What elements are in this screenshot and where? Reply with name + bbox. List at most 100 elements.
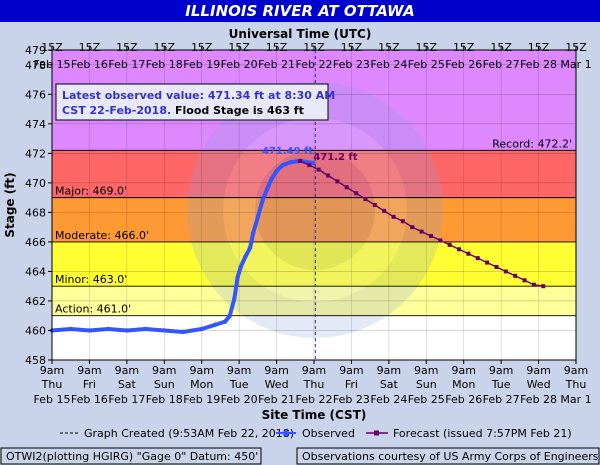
top-tick-time-10: 15Z (416, 41, 438, 54)
top-tick-time-13: 15Z (528, 41, 550, 54)
top-tick-time-1: 15Z (79, 41, 101, 54)
top-tick-time-7: 15Z (303, 41, 325, 54)
observed-point-26 (311, 160, 316, 166)
top-tick-date-13: Feb 28 (520, 58, 557, 71)
top-tick-time-12: 15Z (490, 41, 512, 54)
legend-graph-created: Graph Created (9:53AM Feb 22, 2018) (84, 427, 294, 440)
y-axis-ticks: 458 460 462 464 466 468 470 472 474 476 478 479 (25, 44, 52, 367)
forecast-point-0 (297, 158, 302, 163)
observed-point-17 (250, 230, 256, 236)
bottom-tick-day-5: Tue (229, 378, 249, 391)
bottom-tick-date-6: Feb 21 (258, 393, 295, 406)
top-tick-date-2: Feb 17 (108, 58, 145, 71)
y-tick-label-6: 470 (25, 177, 46, 190)
bottom-tick-time-12: 9am (489, 364, 513, 377)
observed-point-1 (68, 326, 73, 332)
bottom-tick-day-7: Thu (303, 378, 325, 391)
bottom-tick-day-1: Fri (83, 378, 96, 391)
bottom-tick-day-13: Wed (527, 378, 551, 391)
bottom-tick-date-2: Feb 17 (108, 393, 145, 406)
observed-point-9 (213, 322, 218, 327)
top-tick-time-0: 15Z (41, 41, 63, 54)
top-tick-date-7: Feb 22 (296, 58, 333, 71)
threshold-labels: Action: 461.0' Minor: 463.0' Moderate: 466… (52, 137, 576, 317)
bottom-tick-date-0: Feb 15 (34, 393, 71, 406)
info-line-2: CST 22-Feb-2018. Flood Stage is 463 ft (62, 104, 304, 117)
observed-point-20 (265, 186, 270, 191)
forecast-point-25 (531, 282, 536, 287)
top-tick-date-6: Feb 21 (258, 58, 295, 71)
top-axis-title: Universal Time (UTC) (229, 27, 372, 41)
bottom-tick-time-3: 9am (152, 364, 176, 377)
footer-courtesy-box (296, 447, 600, 465)
observed-point-12 (232, 295, 237, 301)
forecast-point-23 (513, 273, 518, 278)
top-tick-date-1: Feb 16 (71, 58, 108, 71)
top-tick-date-8: Feb 23 (333, 58, 370, 71)
observed-point-7 (180, 329, 186, 335)
observed-point-22 (274, 168, 279, 174)
forecast-point-15 (438, 238, 443, 243)
bottom-tick-time-13: 9am (526, 364, 550, 377)
chart-title: ILLINOIS RIVER AT OTTAWA (185, 2, 414, 20)
top-tick-date-0: Feb 15 (34, 58, 71, 71)
info-line-2-flood: Flood Stage is 463 ft (171, 104, 304, 117)
top-tick-date-12: Feb 27 (483, 58, 520, 71)
bottom-tick-day-3: Sun (154, 378, 175, 391)
observed-point-21 (269, 176, 275, 181)
y-tick-label-3: 464 (25, 265, 46, 278)
forecast-point-8 (372, 203, 377, 207)
forecast-point-24 (522, 278, 527, 283)
stage-zone-3 (52, 197, 576, 242)
bottom-tick-day-9: Sat (380, 378, 399, 391)
forecast-point-14 (428, 234, 433, 238)
forecast-point-20 (485, 260, 490, 265)
threshold-label-major: Major: 469.0' (55, 185, 127, 198)
bottom-tick-date-11: Feb 26 (445, 393, 482, 406)
bottom-tick-date-7: Feb 22 (296, 393, 333, 406)
bottom-tick-time-8: 9am (339, 364, 363, 377)
observed-point-10 (222, 319, 228, 324)
stage-zone-4 (52, 150, 576, 198)
forecast-point-22 (503, 269, 508, 274)
bottom-tick-day-14: Thu (565, 378, 587, 391)
bottom-tick-date-9: Feb 24 (370, 393, 407, 406)
bottom-tick-time-2: 9am (115, 364, 139, 377)
bottom-tick-day-11: Mon (452, 378, 475, 391)
peak-observed-label: 471.49 ft (262, 146, 313, 157)
title-bar (0, 0, 600, 22)
bottom-tick-date-1: Feb 16 (71, 393, 108, 406)
threshold-label-moderate: Moderate: 466.0' (55, 229, 149, 242)
y-tick-label-11: 479 (25, 44, 46, 57)
bottom-tick-time-7: 9am (302, 364, 326, 377)
forecast-point-3 (326, 173, 331, 178)
forecast-point-7 (363, 197, 368, 202)
forecast-point-11 (400, 219, 405, 224)
forecast-point-10 (391, 214, 396, 219)
top-tick-time-8: 15Z (341, 41, 363, 54)
bottom-tick-date-4: Feb 19 (183, 393, 220, 406)
stage-zone-0 (52, 315, 576, 360)
y-tick-label-8: 474 (25, 118, 46, 131)
footer-datum: OTWI2(plotting HGIRG) "Gage 0" Datum: 45… (6, 450, 258, 463)
forecast-point-16 (447, 242, 452, 247)
bottom-axis-title: Site Time (CST) (262, 408, 367, 422)
footer-courtesy: Observations courtesy of US Army Corps o… (302, 450, 599, 463)
observed-point-3 (105, 326, 111, 332)
forecast-point-4 (335, 179, 340, 184)
y-tick-label-7: 472 (25, 147, 46, 160)
y-tick-label-4: 466 (25, 236, 46, 249)
observed-point-11 (227, 313, 232, 318)
observed-point-13 (235, 275, 240, 280)
bottom-tick-time-10: 9am (414, 364, 438, 377)
bottom-tick-date-13: Feb 28 (520, 393, 557, 406)
top-tick-date-4: Feb 19 (183, 58, 220, 71)
forecast-point-1 (307, 163, 312, 168)
observed-point-19 (260, 198, 265, 203)
observed-point-5 (143, 326, 148, 332)
y-tick-label-0: 458 (25, 354, 46, 367)
forecast-point-21 (494, 265, 499, 269)
